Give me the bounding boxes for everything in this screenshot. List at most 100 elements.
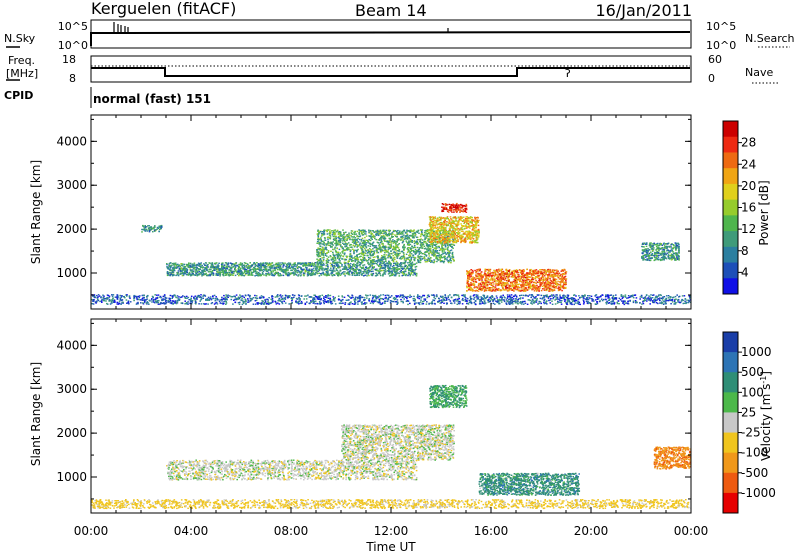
echo-cell: [372, 259, 374, 262]
echo-cell: [108, 295, 111, 297]
echo-cell: [217, 267, 220, 270]
echo-cell: [468, 301, 471, 304]
echo-cell: [452, 239, 455, 241]
echo-cell: [197, 264, 199, 266]
echo-cell: [296, 266, 299, 268]
echo-cell: [237, 297, 239, 300]
echo-cell: [318, 269, 321, 272]
echo-cell: [419, 244, 422, 246]
echo-cell: [315, 269, 317, 271]
echo-cell: [453, 299, 456, 301]
echo-cell: [289, 273, 292, 275]
echo-cell: [189, 273, 192, 275]
echo-cell: [404, 269, 407, 271]
echo-cell: [369, 259, 372, 262]
echo-cell: [169, 268, 171, 270]
echo-cell: [287, 262, 290, 264]
echo-cell: [377, 256, 379, 259]
echo-cell: [353, 264, 355, 266]
echo-cell: [383, 270, 386, 272]
echo-cell: [287, 296, 289, 298]
echo-cell: [330, 259, 333, 261]
echo-cell: [249, 297, 252, 300]
echo-cell: [403, 244, 405, 247]
echo-cell: [250, 271, 253, 273]
echo-cell: [336, 264, 338, 267]
echo-cell: [250, 272, 253, 274]
echo-cell: [375, 296, 377, 299]
echo-cell: [256, 268, 258, 270]
echo-cell: [605, 301, 607, 304]
echo-cell: [320, 302, 322, 304]
echo-cell: [336, 255, 339, 257]
echo-cell: [121, 299, 123, 302]
echo-cell: [359, 294, 362, 297]
echo-cell: [395, 263, 397, 266]
echo-cell: [278, 297, 281, 300]
echo-cell: [125, 294, 127, 296]
echo-cell: [327, 265, 329, 268]
echo-cell: [319, 303, 322, 305]
echo-cell: [196, 267, 198, 269]
echo-cell: [337, 271, 340, 273]
echo-cell: [412, 263, 415, 265]
echo-cell: [395, 267, 397, 269]
echo-cell: [449, 300, 452, 302]
echo-cell: [383, 301, 386, 303]
echo-cell: [514, 298, 517, 300]
echo-cell: [422, 300, 424, 303]
echo-cell: [174, 263, 177, 266]
echo-cell: [117, 296, 120, 298]
echo-cell: [97, 299, 100, 302]
echo-cell: [338, 240, 340, 242]
echo-cell: [469, 295, 472, 297]
echo-cell: [168, 274, 170, 276]
echo-cell: [684, 300, 686, 302]
echo-cell: [562, 297, 564, 299]
echo-cell: [679, 301, 681, 304]
echo-cell: [431, 261, 433, 263]
echo-cell: [364, 241, 366, 244]
echo-cell: [409, 247, 412, 249]
echo-cell: [394, 252, 397, 254]
echo-cell: [373, 231, 375, 233]
echo-cell: [416, 238, 419, 241]
echo-cell: [399, 271, 401, 273]
echo-cell: [413, 245, 416, 247]
echo-cell: [100, 300, 103, 302]
echo-cell: [574, 302, 577, 304]
echo-cell: [579, 297, 581, 299]
echo-cell: [360, 263, 362, 265]
echo-cell: [443, 230, 445, 232]
echo-cell: [535, 301, 538, 303]
echo-cell: [500, 301, 503, 303]
echo-cell: [219, 273, 221, 275]
echo-cell: [384, 302, 386, 304]
echo-cell: [322, 240, 324, 242]
echo-cell: [423, 298, 425, 300]
echo-cell: [312, 300, 314, 302]
echo-cell: [195, 272, 198, 275]
echo-cell: [483, 296, 485, 298]
echo-cell: [211, 263, 214, 266]
echo-cell: [337, 263, 339, 265]
echo-cell: [212, 273, 215, 275]
echo-cell: [273, 274, 275, 277]
echo-cell: [272, 274, 274, 277]
echo-cell: [420, 297, 422, 299]
echo-cell: [202, 269, 205, 271]
echo-cell: [221, 300, 223, 302]
echo-cell: [483, 299, 485, 301]
echo-cell: [419, 295, 421, 298]
echo-cell: [577, 298, 580, 301]
echo-cell: [407, 247, 409, 249]
echo-cell: [375, 233, 377, 235]
echo-cell: [330, 243, 333, 245]
echo-cell: [429, 249, 432, 252]
echo-cell: [171, 262, 174, 265]
echo-cell: [174, 302, 176, 304]
echo-cell: [416, 296, 419, 298]
echo-cell: [398, 249, 401, 251]
echo-cell: [323, 244, 326, 246]
echo-cell: [332, 299, 335, 301]
